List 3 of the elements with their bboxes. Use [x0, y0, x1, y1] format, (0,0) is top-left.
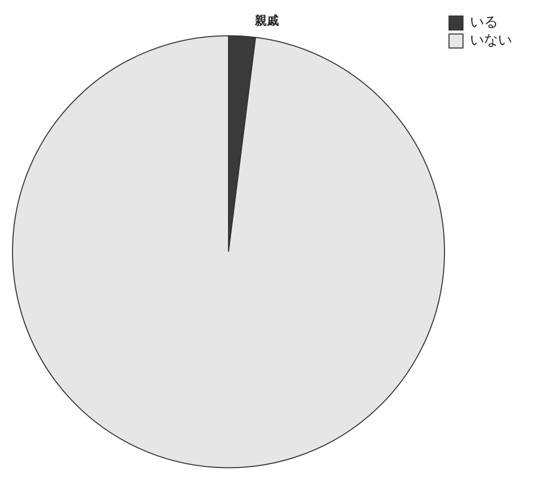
legend-label: いる	[470, 14, 498, 31]
chart-title: 親戚	[254, 13, 279, 28]
legend-label: いない	[470, 32, 512, 49]
